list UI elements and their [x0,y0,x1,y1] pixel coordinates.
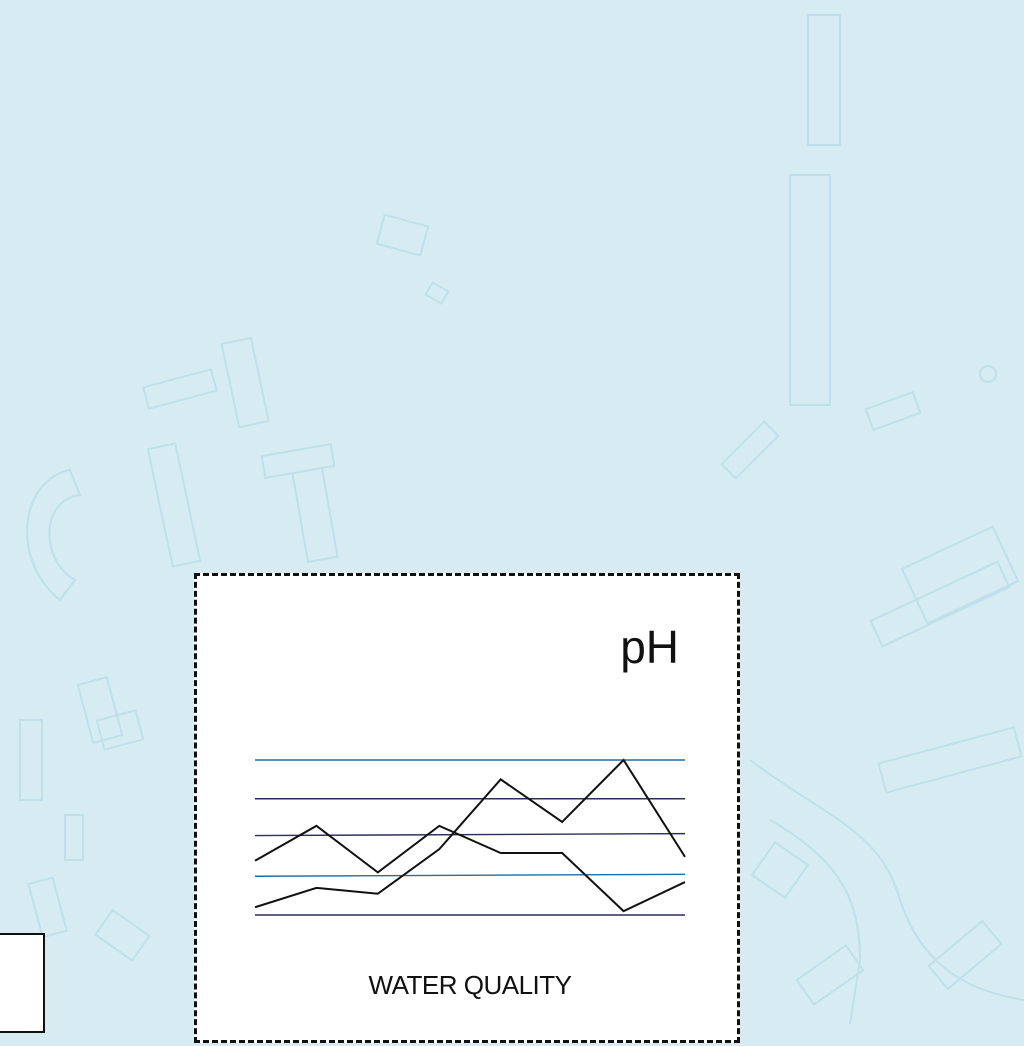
water-quality-caption: WATER QUALITY [368,970,572,1000]
map-building [864,390,922,432]
map-building [26,468,82,602]
side-panel [0,933,45,1033]
map-building [789,174,831,406]
map-road [769,819,862,1024]
series-line-1 [254,824,686,913]
map-building [877,726,1023,794]
map-building [76,675,124,745]
map-building [807,14,841,146]
map-building [927,919,1003,991]
map-building [750,840,810,900]
reference-line [254,873,686,877]
map-road [749,759,1024,1001]
map-building [869,560,1011,648]
map-building [27,876,69,939]
map-building [19,719,43,801]
ph-line-chart [254,758,686,916]
reference-line [254,832,686,837]
series-line-2 [254,758,686,909]
map-building [720,420,780,480]
map-background [19,14,1024,1024]
map-building [95,709,145,751]
map-building [64,814,84,861]
ph-title: pH [620,621,679,673]
map-building [795,944,865,1006]
map-building [220,336,270,429]
map-building [142,368,218,410]
map-building [146,442,202,568]
water-quality-card: pH WATER QUALITY [194,573,740,1043]
map-building [424,281,450,305]
map-building [93,908,151,962]
map-roundabout [979,365,997,383]
map-building [291,466,339,564]
map-building [900,525,1020,625]
map-building [375,213,430,257]
